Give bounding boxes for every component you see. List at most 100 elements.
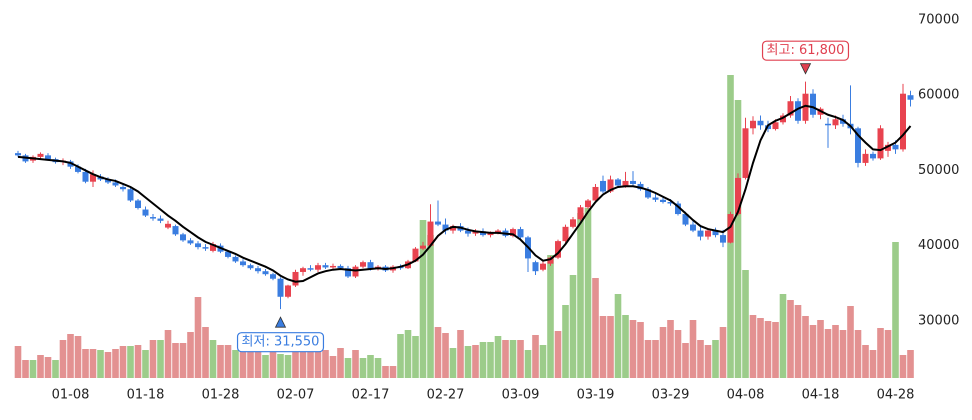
- volume-bar: [419, 220, 427, 378]
- candle-body: [307, 268, 314, 270]
- candle-body: [787, 101, 794, 116]
- volume-bar: [869, 350, 877, 378]
- volume-bar: [539, 345, 547, 378]
- volume-bar: [404, 330, 412, 378]
- candle-body: [367, 262, 374, 269]
- volume-bar: [157, 340, 164, 378]
- candle-body: [795, 101, 801, 121]
- candle-body: [622, 180, 629, 187]
- candle-body: [105, 179, 111, 183]
- volume-bar: [577, 213, 584, 378]
- x-tick-label: 04-28: [877, 388, 915, 403]
- volume-bar: [442, 333, 449, 378]
- candle-body: [877, 128, 884, 159]
- candle-body: [577, 207, 584, 220]
- candle-body: [450, 226, 456, 231]
- moving-average-line: [17, 104, 912, 283]
- candle-body: [555, 241, 561, 258]
- volume-bar: [667, 320, 674, 378]
- candle-body: [712, 230, 719, 236]
- annotation-box: [761, 40, 850, 61]
- volume-bar: [119, 346, 127, 378]
- volume-bar: [554, 331, 562, 378]
- volume-bar: [284, 355, 292, 378]
- volume-bar: [907, 350, 914, 378]
- volume-bar: [142, 350, 149, 378]
- x-tick-label: 02-27: [427, 388, 465, 403]
- volume-bar: [254, 338, 262, 378]
- volume-bar: [307, 340, 314, 378]
- volume-bar: [704, 345, 712, 378]
- x-tick-label: 02-17: [352, 388, 390, 403]
- volume-bar: [82, 349, 89, 378]
- volume-bar: [839, 330, 847, 378]
- volume-bar: [562, 305, 569, 378]
- annotation: 최저: 31,550: [236, 332, 325, 353]
- volume-bar: [337, 348, 344, 378]
- volume-bar: [502, 340, 509, 378]
- volume-bar: [802, 316, 809, 378]
- candle-body: [315, 265, 321, 270]
- candle-body: [247, 265, 254, 269]
- candle-body: [862, 153, 869, 163]
- annotation-marker: [799, 63, 812, 75]
- candle-body: [187, 240, 194, 244]
- candle-body: [427, 221, 434, 246]
- candle-body: [127, 189, 134, 201]
- candle-body: [142, 209, 149, 216]
- volume-bar: [232, 350, 239, 378]
- volume-bar: [359, 358, 367, 378]
- x-tick-label: 02-07: [277, 388, 315, 403]
- candle-body: [615, 179, 621, 186]
- volume-bar: [412, 336, 419, 378]
- volume-bar: [779, 294, 787, 378]
- volume-bar: [127, 346, 134, 378]
- volume-bar: [772, 322, 779, 378]
- volume-bar: [457, 330, 464, 378]
- candle-body: [735, 177, 741, 215]
- candle-body: [360, 262, 366, 267]
- volume-bar: [14, 346, 22, 378]
- volume-bar: [629, 320, 637, 378]
- x-tick-label: 03-29: [652, 388, 690, 403]
- candle-body: [435, 221, 441, 225]
- volume-bar: [247, 340, 254, 378]
- candle-body: [832, 119, 839, 126]
- candle-body: [37, 153, 44, 157]
- volume-bar: [464, 346, 472, 378]
- volume-bar: [344, 358, 352, 378]
- candle-body: [352, 266, 359, 277]
- volume-bar: [44, 357, 52, 378]
- candle-body: [412, 248, 419, 262]
- volume-bar: [472, 345, 479, 378]
- candle-body: [150, 217, 156, 219]
- volume-bar: [734, 100, 742, 378]
- volume-bar: [269, 344, 277, 378]
- candle-body: [232, 256, 239, 262]
- candle-body: [285, 285, 291, 297]
- candle-body: [472, 231, 479, 234]
- volume-bar: [592, 278, 599, 378]
- volume-bar: [862, 345, 869, 378]
- volume-bar: [172, 343, 179, 378]
- volume-bar: [179, 343, 187, 378]
- candle-body: [15, 153, 21, 156]
- volume-bar: [494, 336, 502, 378]
- candle-body: [600, 180, 606, 192]
- candle-body: [330, 265, 336, 268]
- candle-body: [892, 144, 899, 150]
- candle-body: [345, 268, 351, 277]
- volume-bar: [59, 340, 67, 378]
- volume-bar: [262, 355, 269, 378]
- candle-body: [900, 93, 906, 150]
- volume-bar: [292, 352, 299, 378]
- volume-bar: [644, 340, 652, 378]
- candle-body: [180, 234, 186, 241]
- candle-body: [420, 245, 426, 249]
- volume-bar: [884, 330, 892, 378]
- x-tick-label: 04-08: [727, 388, 765, 403]
- candle-body: [165, 223, 171, 228]
- candle-body: [240, 261, 246, 266]
- volume-bar: [382, 366, 389, 378]
